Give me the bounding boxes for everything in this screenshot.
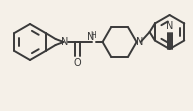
Text: N: N (87, 32, 94, 42)
Text: N: N (166, 21, 173, 31)
Text: H: H (91, 31, 96, 40)
Text: N: N (61, 37, 68, 47)
Text: N: N (136, 37, 143, 47)
Text: O: O (74, 58, 81, 68)
